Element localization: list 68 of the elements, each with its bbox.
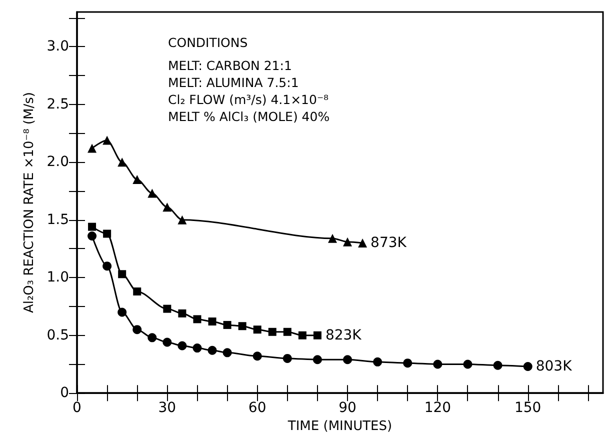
y-tick-label: 1.0 [46,270,69,286]
point [88,144,97,153]
point [88,222,96,231]
point [373,357,382,366]
point [403,358,412,368]
point [523,362,532,372]
point [148,188,157,198]
annotation: Cl₂ FLOW (m³/s) 4.1×10⁻⁸ [168,92,329,107]
point [118,158,127,167]
point [343,237,352,246]
x-tick-label: 120 [424,400,452,416]
y-tick-label: 3.0 [46,38,69,55]
x-tick-label: 0 [72,400,82,416]
point [433,360,442,369]
point [252,352,262,361]
series-label: 873K [370,234,408,251]
point [283,328,292,336]
point [282,354,292,363]
point [268,328,276,336]
point [313,331,322,340]
x-axis-title: TIME (MINUTES) [286,419,392,434]
point [493,360,502,370]
point [343,355,352,364]
series-label: 803K [536,358,573,375]
point [223,320,232,329]
point [463,360,472,369]
point [118,270,126,278]
point [118,308,127,317]
annotation: CONDITIONS [168,35,248,50]
point [178,309,186,318]
annotation: MELT % AlCl₃ (MOLE) 40% [168,109,330,124]
y-tick-label: 1.5 [46,212,69,228]
y-tick-label: 2.5 [46,96,69,112]
point [222,348,232,358]
point [162,338,172,347]
x-tick-label: 90 [338,400,356,416]
point [328,234,337,243]
point [253,326,262,334]
point [148,333,157,342]
point [208,346,217,355]
point [102,262,112,271]
point [132,325,142,334]
point [102,136,112,145]
point [88,232,97,241]
point [238,322,246,330]
x-tick-label: 60 [248,400,266,416]
series-label: 823K [325,327,362,344]
y-tick-label: 2.0 [46,154,69,170]
point [192,344,202,353]
point [133,287,142,296]
x-tick-label: 150 [514,400,542,416]
point [132,174,142,184]
point [178,341,187,350]
point [163,304,172,313]
point [178,215,187,224]
point [103,230,112,238]
point [208,318,216,326]
point [193,315,202,324]
point [298,331,306,340]
y-tick-label: 0.5 [46,327,69,344]
y-axis-title: Al₂O₃ REACTION RATE ×10⁻⁸ (M/s) [22,92,37,314]
annotation: MELT: ALUMINA 7.5:1 [168,75,299,90]
point [358,238,368,248]
x-tick-label: 30 [158,400,176,416]
y-tick-label: 0 [60,385,69,402]
annotation: MELT: CARBON 21:1 [168,58,292,73]
point [162,202,172,212]
point [312,355,322,364]
